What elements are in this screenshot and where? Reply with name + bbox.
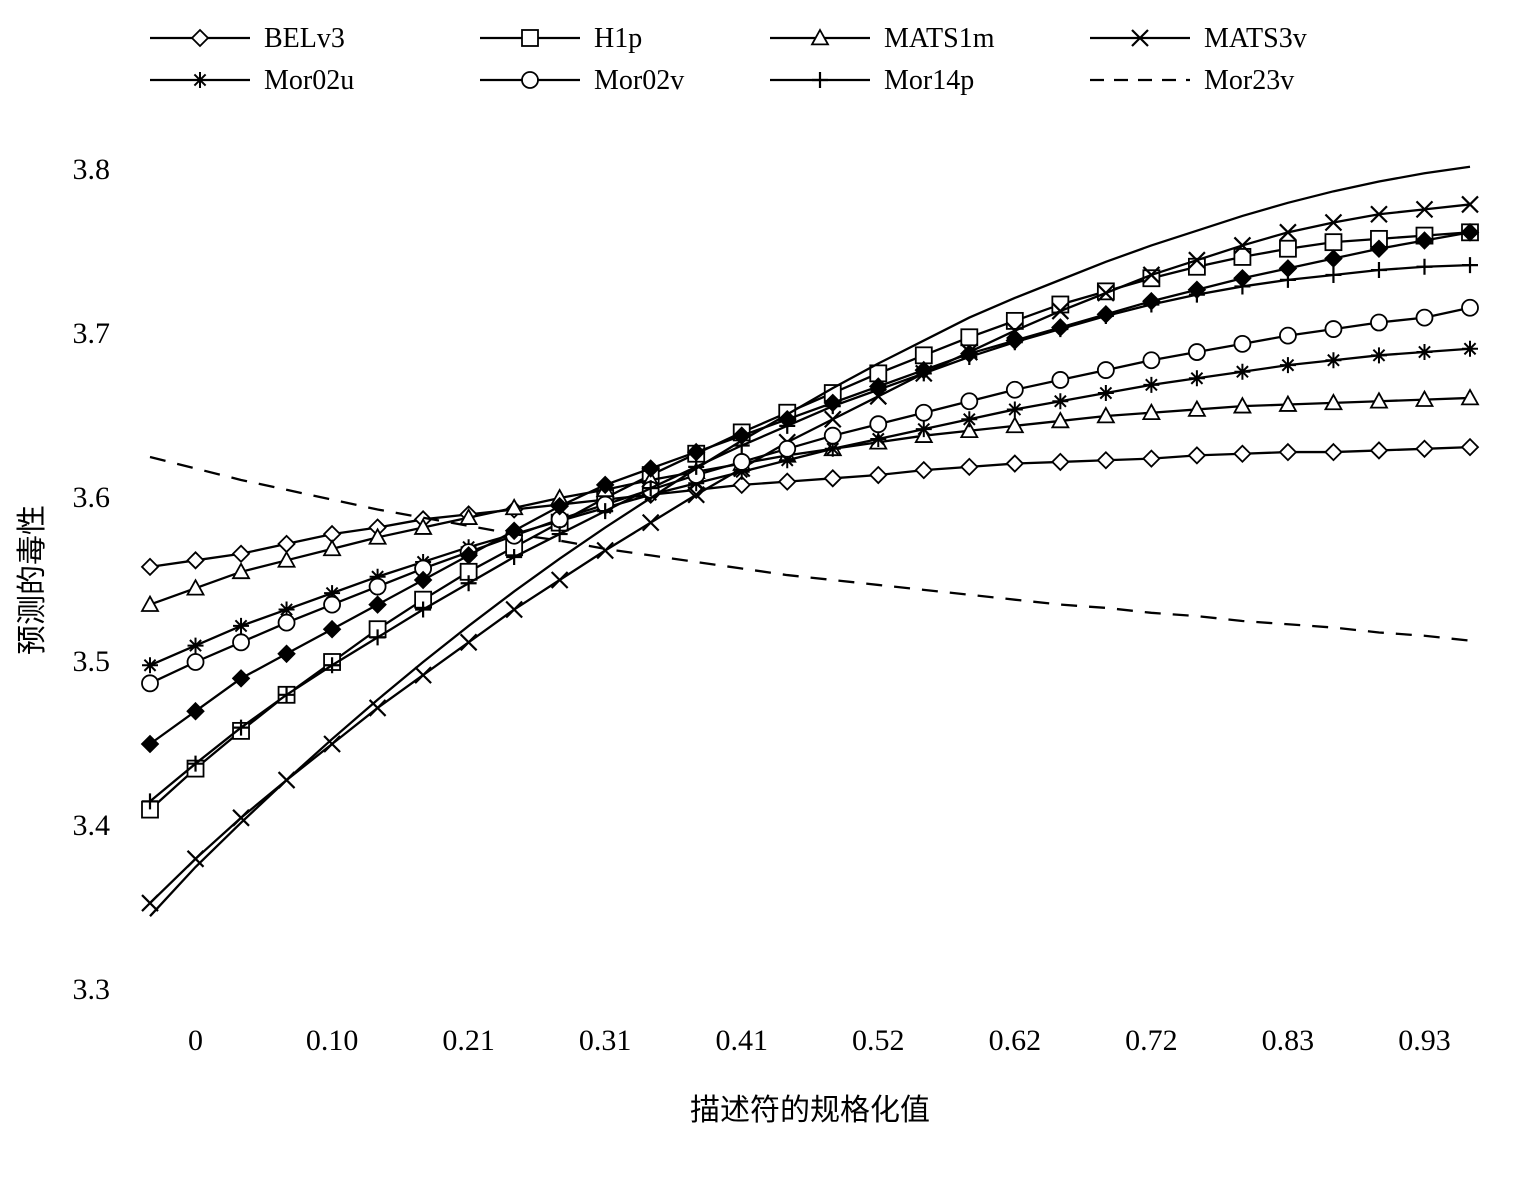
x-tick-label: 0.83 — [1262, 1024, 1315, 1057]
legend-label: Mor02u — [264, 65, 354, 96]
x-tick-label: 0.10 — [306, 1024, 359, 1057]
legend-label: Mor02v — [594, 65, 684, 96]
y-tick-label: 3.5 — [73, 645, 111, 678]
legend-label: Mor14p — [884, 65, 974, 96]
y-tick-label: 3.8 — [73, 153, 111, 186]
y-axis-title: 预测的毒性 — [16, 505, 49, 655]
x-axis-title: 描述符的规格化值 — [690, 1094, 930, 1127]
y-tick-label: 3.6 — [73, 481, 111, 514]
x-tick-label: 0.21 — [442, 1024, 495, 1057]
y-tick-label: 3.3 — [73, 973, 111, 1006]
legend-label: MATS3v — [1204, 23, 1307, 54]
legend-label: MATS1m — [884, 23, 995, 54]
y-tick-label: 3.7 — [73, 317, 111, 350]
x-tick-label: 0 — [188, 1024, 203, 1057]
x-tick-label: 0.93 — [1398, 1024, 1451, 1057]
legend-label: BELv3 — [264, 23, 345, 54]
x-tick-label: 0.41 — [715, 1024, 768, 1057]
line-chart: 3.3 3.4 3.5 3.6 3.7 3.8 0 0.10 0.21 0.31 0.41 0.52 0… — [0, 0, 1516, 1188]
chart-container: 3.3 3.4 3.5 3.6 3.7 3.8 0 0.10 0.21 0.31 0.41 0.52 0… — [0, 0, 1516, 1188]
legend-label: H1p — [594, 23, 642, 54]
y-tick-label: 3.4 — [73, 809, 111, 842]
x-tick-label: 0.62 — [989, 1024, 1042, 1057]
x-tick-label: 0.52 — [852, 1024, 905, 1057]
legend-label: Mor23v — [1204, 65, 1294, 96]
x-tick-label: 0.31 — [579, 1024, 632, 1057]
x-tick-label: 0.72 — [1125, 1024, 1178, 1057]
